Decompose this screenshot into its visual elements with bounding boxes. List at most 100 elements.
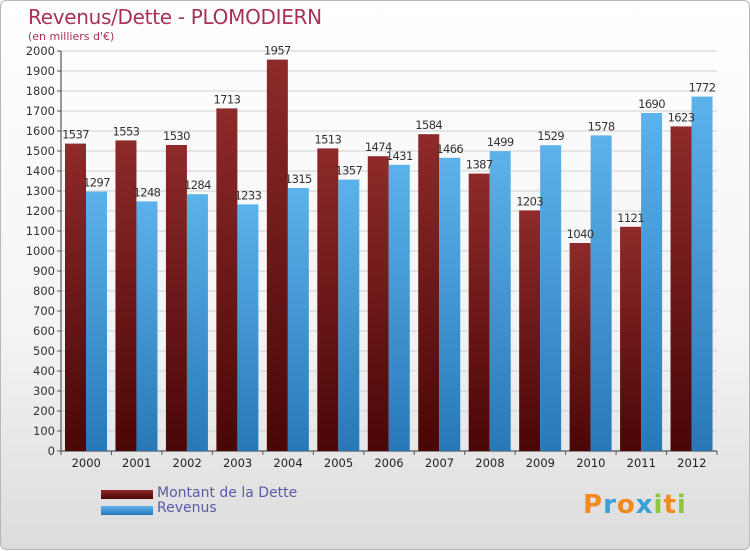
data-label: 1284 bbox=[184, 178, 211, 192]
data-label: 1203 bbox=[516, 194, 543, 208]
bar-dette-2007 bbox=[418, 134, 440, 451]
y-tick-label: 2000 bbox=[26, 44, 55, 58]
data-label: 1474 bbox=[365, 140, 392, 154]
bar-dette-2012 bbox=[670, 126, 692, 452]
y-tick-label: 1700 bbox=[26, 104, 55, 118]
x-tick-label: 2002 bbox=[173, 456, 202, 470]
bar-revenus-2008 bbox=[489, 151, 511, 451]
data-labels: 1537 1297 1553 1248 1530 1284 1713 1233 1957 1315… bbox=[62, 44, 716, 241]
x-tick-label: 2009 bbox=[526, 456, 555, 470]
legend-swatch-debt bbox=[101, 490, 153, 499]
y-tick-label: 1300 bbox=[26, 184, 55, 198]
data-label: 1233 bbox=[234, 188, 261, 202]
bar-dette-2000 bbox=[65, 143, 86, 451]
logo-letter: i bbox=[653, 490, 664, 520]
y-tick-label: 700 bbox=[33, 304, 55, 318]
bar-revenus-2004 bbox=[287, 188, 309, 451]
data-label: 1690 bbox=[638, 97, 665, 111]
y-tick-label: 1800 bbox=[26, 84, 55, 98]
y-tick-label: 100 bbox=[33, 424, 55, 438]
bar-dette-2008 bbox=[468, 173, 490, 451]
logo-letter: P bbox=[583, 490, 604, 520]
proxiti-logo: Proxiti bbox=[583, 490, 687, 520]
x-tick-label: 2011 bbox=[627, 456, 656, 470]
bar-revenus-2006 bbox=[388, 164, 410, 452]
data-label: 1584 bbox=[415, 118, 442, 132]
y-tick-label: 1100 bbox=[26, 224, 55, 238]
bar-dette-2003 bbox=[216, 108, 238, 452]
y-tick-label: 0 bbox=[48, 444, 55, 458]
data-label: 1578 bbox=[588, 119, 615, 133]
data-label: 1431 bbox=[386, 149, 413, 163]
bar-dette-2011 bbox=[620, 226, 642, 451]
bar-dette-2002 bbox=[165, 145, 187, 451]
data-label: 1248 bbox=[134, 185, 161, 199]
bar-dette-2001 bbox=[115, 140, 137, 451]
data-label: 1297 bbox=[83, 176, 110, 190]
bar-dette-2004 bbox=[266, 59, 288, 451]
data-label: 1553 bbox=[113, 124, 140, 138]
y-tick-label: 500 bbox=[33, 344, 55, 358]
x-tick-label: 2008 bbox=[475, 456, 504, 470]
x-tick-label: 2006 bbox=[374, 456, 403, 470]
data-label: 1499 bbox=[487, 135, 514, 149]
legend-swatch-revenus bbox=[101, 506, 153, 515]
y-tick-label: 900 bbox=[33, 264, 55, 278]
legend-label-debt: Montant de la Dette bbox=[157, 485, 298, 501]
data-label: 1529 bbox=[537, 129, 564, 143]
y-tick-label: 800 bbox=[33, 284, 55, 298]
bar-revenus-2003 bbox=[237, 204, 259, 451]
logo-letter: r bbox=[603, 490, 617, 520]
legend-label-revenus: Revenus bbox=[157, 500, 217, 516]
x-tick-label: 2010 bbox=[576, 456, 605, 470]
bar-dette-2009 bbox=[519, 210, 541, 451]
bars bbox=[65, 59, 713, 452]
chart-subtitle: (en milliers d'€) bbox=[28, 30, 115, 43]
data-label: 1623 bbox=[668, 110, 695, 124]
data-label: 1537 bbox=[62, 128, 89, 142]
bar-revenus-2007 bbox=[439, 157, 461, 452]
bar-revenus-2002 bbox=[186, 194, 208, 451]
y-tick-label: 1400 bbox=[26, 164, 55, 178]
chart-title: Revenus/Dette - PLOMODIERN bbox=[28, 5, 322, 29]
logo-letter: o bbox=[616, 490, 636, 520]
bar-dette-2006 bbox=[367, 156, 389, 451]
data-label: 1357 bbox=[335, 164, 362, 178]
bar-revenus-2009 bbox=[540, 145, 562, 451]
y-tick-label: 1600 bbox=[26, 124, 55, 138]
data-label: 1040 bbox=[567, 227, 594, 241]
x-tick-label: 2005 bbox=[324, 456, 353, 470]
y-tick-label: 300 bbox=[33, 384, 55, 398]
logo-letter: t bbox=[663, 490, 677, 520]
y-tick-label: 1500 bbox=[26, 144, 55, 158]
data-label: 1513 bbox=[314, 132, 341, 146]
y-tick-label: 600 bbox=[33, 324, 55, 338]
bar-revenus-2012 bbox=[691, 96, 713, 451]
bar-revenus-2010 bbox=[590, 135, 612, 451]
x-axis: 2000 2001 2002 2003 2004 2005 2006 2007 2008 2009… bbox=[60, 451, 718, 470]
x-tick-label: 2001 bbox=[122, 456, 151, 470]
data-label: 1713 bbox=[213, 92, 240, 106]
bar-revenus-2000 bbox=[86, 191, 107, 451]
y-tick-label: 1000 bbox=[26, 244, 55, 258]
x-tick-label: 2000 bbox=[72, 456, 101, 470]
x-tick-label: 2012 bbox=[677, 456, 706, 470]
bar-revenus-2011 bbox=[641, 113, 663, 451]
y-axis: 0 100 200 300 400 500 600 700 800 900 1000 1100 1200… bbox=[26, 44, 717, 458]
bar-revenus-2001 bbox=[136, 201, 158, 451]
data-label: 1957 bbox=[264, 44, 291, 58]
bar-dette-2005 bbox=[317, 148, 339, 451]
data-label: 1387 bbox=[466, 158, 493, 172]
logo-letter: x bbox=[635, 490, 654, 520]
y-tick-label: 200 bbox=[33, 404, 55, 418]
data-label: 1121 bbox=[617, 211, 644, 225]
x-tick-label: 2007 bbox=[425, 456, 454, 470]
x-tick-label: 2003 bbox=[223, 456, 252, 470]
y-tick-label: 1200 bbox=[26, 204, 55, 218]
data-label: 1315 bbox=[285, 172, 312, 186]
logo-letter: i bbox=[676, 490, 687, 520]
y-tick-label: 1900 bbox=[26, 64, 55, 78]
y-tick-label: 400 bbox=[33, 364, 55, 378]
